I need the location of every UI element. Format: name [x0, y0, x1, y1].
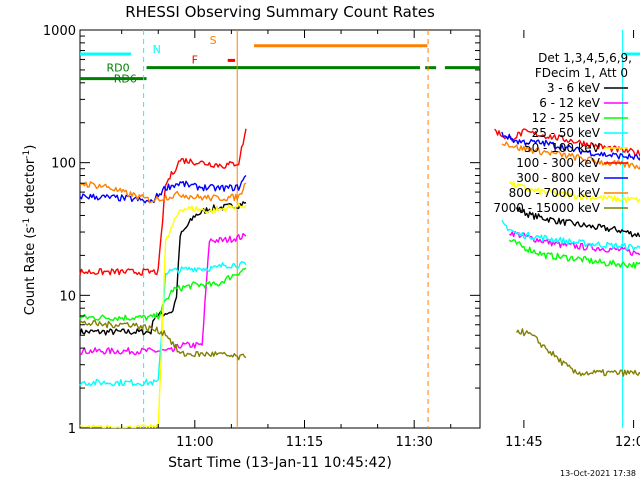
- x-tick-label: 11:30: [395, 435, 432, 450]
- legend-label-800-7000-kev: 800 - 7000 keV: [509, 186, 601, 200]
- series-line-300-800-kev: [79, 174, 247, 204]
- series-line-300-800-kev: [501, 131, 640, 161]
- y-axis-label-suffix: detector: [23, 158, 38, 218]
- status-label-rd0: RD0: [106, 62, 129, 75]
- series-line-6-12-kev: [508, 230, 640, 257]
- y-axis-label: Count Rate (s-1 detector-1): [22, 145, 38, 316]
- series-line-100-300-kev: [79, 128, 247, 276]
- legend-label-25-50-kev: 25 - 50 keV: [532, 126, 601, 140]
- legend-header-1: Det 1,3,4,5,6,9,: [538, 51, 632, 65]
- y-tick-label: 1: [68, 422, 76, 437]
- x-axis-label: Start Time (13-Jan-11 10:45:42): [168, 455, 392, 471]
- status-label-rd6: RD6: [114, 73, 137, 86]
- series-line-7000-15000-kev: [515, 328, 640, 377]
- series-line-800-7000-kev: [501, 141, 640, 170]
- legend-label-12-25-kev: 12 - 25 keV: [532, 111, 601, 125]
- status-label-f: F: [192, 53, 198, 66]
- series-line-6-12-kev: [79, 232, 247, 356]
- x-tick-label: 12:00: [615, 435, 640, 450]
- footer-timestamp: 13-Oct-2021 17:38: [560, 469, 636, 478]
- x-tick-label: 11:45: [505, 435, 542, 450]
- legend-label-100-300-kev: 100 - 300 keV: [516, 156, 600, 170]
- legend-label-7000-15000-kev: 7000 - 15000 keV: [493, 201, 600, 215]
- series-line-12-25-kev: [508, 239, 640, 269]
- legend-label-300-800-kev: 300 - 800 keV: [516, 171, 600, 185]
- series-lines: [79, 128, 640, 429]
- series-line-7000-15000-kev: [79, 320, 247, 361]
- x-tick-label: 11:15: [286, 435, 323, 450]
- chart-title: RHESSI Observing Summary Count Rates: [125, 3, 435, 21]
- legend-label-6-12-kev: 6 - 12 keV: [539, 96, 601, 110]
- vertical-markers: [143, 30, 624, 428]
- plot-frame: [79, 29, 481, 429]
- y-tick-label: 10: [59, 289, 76, 304]
- legend: Det 1,3,4,5,6,9, FDecim 1, Att 0 3 - 6 k…: [493, 51, 632, 215]
- y-axis-label-sup2: -1: [22, 150, 32, 159]
- x-tick-label: 11:00: [176, 435, 213, 450]
- y-tick-label: 100: [51, 157, 76, 172]
- status-label-s: S: [210, 34, 217, 47]
- series-line-25-50-kev: [501, 219, 640, 251]
- status-label-n: N: [153, 43, 161, 56]
- y-axis-label-sup: -1: [22, 218, 32, 227]
- y-axis-label-prefix: Count Rate (s: [23, 227, 38, 316]
- legend-header-2: FDecim 1, Att 0: [535, 66, 628, 80]
- series-line-50-100-kev: [79, 202, 247, 429]
- series-line-3-6-kev: [515, 206, 640, 238]
- series-line-800-7000-kev: [79, 181, 247, 204]
- legend-label-50-100-kev: 50 - 100 keV: [524, 141, 601, 155]
- series-line-50-100-kev: [508, 180, 640, 204]
- y-tick-label: 1000: [43, 24, 76, 39]
- y-axis-label-close: ): [23, 145, 38, 150]
- legend-label-3-6-kev: 3 - 6 keV: [547, 81, 601, 95]
